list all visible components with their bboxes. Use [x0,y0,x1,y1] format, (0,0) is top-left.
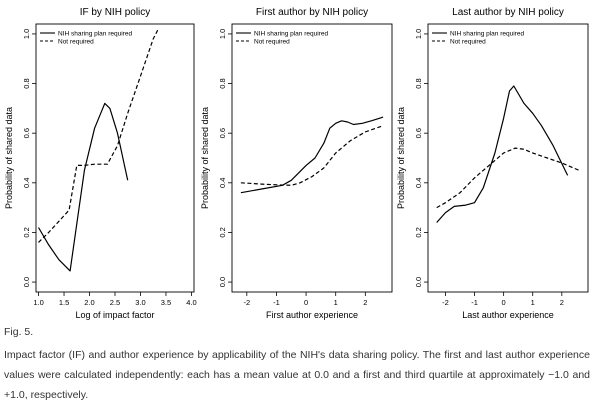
charts-panel: IF by NIH policy 1.0 1.5 2.0 2.5 3.0 3.5 4.0 0.0… [4,7,589,320]
y-tick-label: 0.6 [414,128,423,138]
x-tick-label: 1 [531,298,535,307]
x-tick-label: 2 [560,298,564,307]
x-tick-label: 0 [304,298,308,307]
y-tick-label: 0.4 [414,178,423,188]
y-tick-label: 0.6 [218,128,227,138]
y-tick-label: 1.0 [22,29,31,39]
y-tick-label: 0.2 [414,227,423,237]
legend-label: NIH sharing plan required [254,31,328,38]
y-tick-label: 0.0 [414,277,423,287]
y-tick-label: 0.2 [22,227,31,237]
x-tick-label: -2 [442,298,449,307]
y-tick-label: 0.0 [218,277,227,287]
x-tick-label: -1 [273,298,280,307]
y-tick-label: 0.4 [218,178,227,188]
series-line-nih-required [240,116,384,194]
legend-label: NIH sharing plan required [58,31,132,38]
x-tick-label: 3.5 [161,298,171,307]
series-line-not-required [436,147,580,209]
series-line-not-required [240,125,384,186]
x-tick-label: 4.0 [186,298,196,307]
y-tick-label: 0.8 [22,78,31,88]
x-tick-label: 1.0 [33,298,43,307]
y-tick-label: 0.8 [218,78,227,88]
legend-label: Not required [254,39,290,46]
x-tick-label: 2.0 [84,298,94,307]
plot-frame [231,23,393,293]
x-tick-label: 2.5 [110,298,120,307]
x-tick-label: 1 [334,298,338,307]
figure-label: Fig. 5. [4,326,34,338]
x-tick-label: 1.5 [59,298,69,307]
legend-label: Not required [58,39,94,46]
legend-label: Not required [450,39,486,46]
y-tick-label: 0.0 [22,277,31,287]
x-tick-label: -2 [243,298,250,307]
x-tick-label: 0 [502,298,506,307]
y-tick-label: 0.2 [218,227,227,237]
y-tick-label: 1.0 [414,29,423,39]
chart-panel-1: IF by NIH policy 1.0 1.5 2.0 2.5 3.0 3.5 4.0 0.0… [4,7,197,320]
chart-title: First author by NIH policy [256,7,368,18]
chart-panel-3: Last author by NIH policy -2 -1 0 1 2 0.0 0.2 0.… [396,7,589,320]
x-tick-label: 3.0 [135,298,145,307]
figure-caption: Impact factor (IF) and author experience… [4,349,590,401]
chart-title: IF by NIH policy [80,7,151,18]
x-tick-label: 2 [363,298,367,307]
y-tick-label: 1.0 [218,29,227,39]
series-line-nih-required [436,85,569,223]
chart-title: Last author by NIH policy [452,7,564,18]
series-line-nih-required [37,102,129,272]
plot-frame [35,23,195,293]
legend-label: NIH sharing plan required [450,31,524,38]
y-axis-label: Probability of shared data [396,107,406,209]
y-axis-label: Probability of shared data [4,107,14,209]
x-axis-label: Log of impact factor [75,310,154,320]
plot-frame [427,23,589,293]
x-tick-label: -1 [471,298,478,307]
chart-panel-2: First author by NIH policy -2 -1 0 1 2 0.0 0.2 0… [200,7,393,320]
y-axis-label: Probability of shared data [200,107,210,209]
x-axis-label: First author experience [266,310,358,320]
series-line-not-required [38,28,159,243]
y-tick-label: 0.4 [22,178,31,188]
x-axis-label: Last author experience [462,310,554,320]
y-tick-label: 0.8 [414,78,423,88]
y-tick-label: 0.6 [22,128,31,138]
